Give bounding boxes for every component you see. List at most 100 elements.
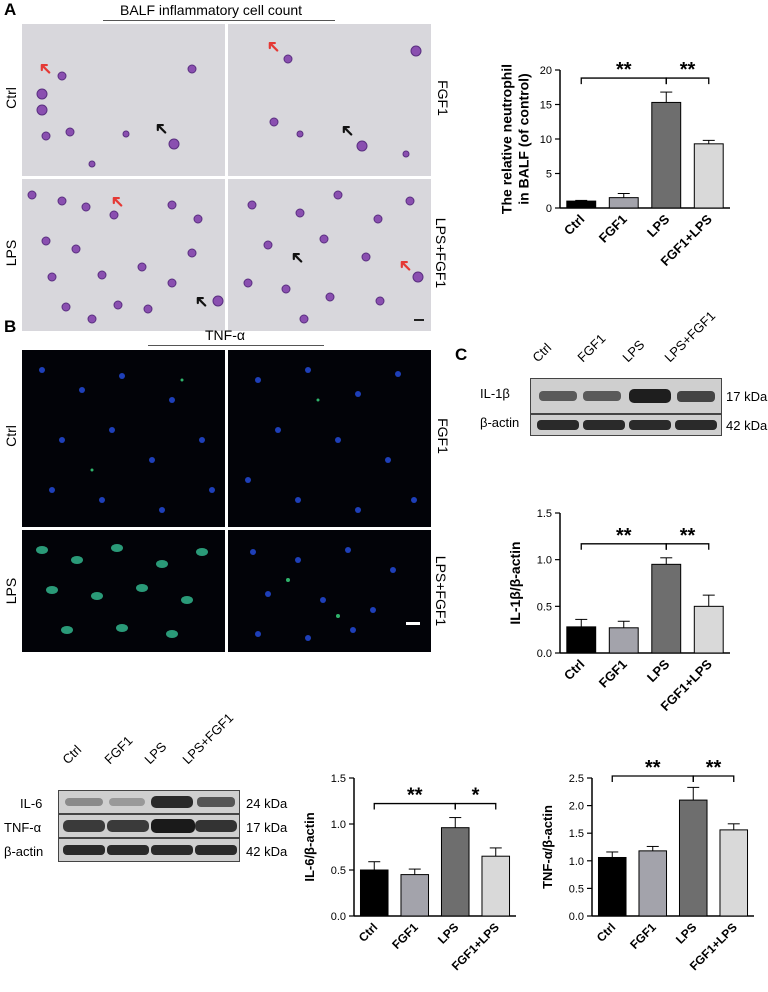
significance-label: ** — [616, 60, 632, 81]
significance-label: ** — [645, 760, 661, 779]
label-lps: LPS — [3, 577, 19, 605]
y-axis-label: The relative neutrophil — [499, 64, 515, 214]
lane-label: LPS — [619, 337, 648, 365]
blot-b-actin — [58, 838, 240, 862]
bar — [678, 799, 708, 917]
chart-neutrophil: 0 5 10 15 20 The relative neutrophil in BALF (… — [499, 60, 730, 269]
panel-a-header: BALF inflammatory cell count — [120, 2, 303, 18]
x-tick-label: Ctrl — [594, 920, 619, 945]
panel-label-c: C — [455, 345, 468, 364]
bar — [597, 856, 627, 917]
blot-size-label: 24 kDa — [246, 796, 288, 811]
x-tick-label: FGF1 — [596, 657, 630, 691]
blot-row-label: TNF-α — [4, 820, 42, 835]
bar — [608, 197, 639, 209]
bar — [481, 855, 511, 917]
fluor-fgf1 — [228, 350, 431, 527]
panel-a-header-line — [103, 20, 335, 21]
y-tick-label: 0.5 — [569, 883, 584, 895]
x-tick-label: LPS — [435, 920, 461, 946]
y-axis-label: IL-1β/β-actin — [507, 541, 523, 624]
fluor-ctrl — [22, 350, 225, 527]
lane-label: FGF1 — [574, 330, 609, 365]
y-tick-label: 1.0 — [569, 856, 584, 868]
y-tick-label: 5 — [546, 169, 552, 181]
lane-label: LPS+FGF1 — [661, 308, 719, 365]
panel-b-header-line — [148, 345, 324, 346]
panel-label-a: A — [4, 0, 17, 19]
x-tick-label: LPS — [644, 656, 673, 685]
y-axis-label: IL-6/β-actin — [302, 812, 317, 881]
bar — [566, 626, 597, 654]
x-tick-label: Ctrl — [561, 657, 587, 683]
blot-row-label: IL-1β — [480, 386, 510, 401]
scale-bar — [406, 622, 420, 625]
y-tick-label: 1.5 — [569, 828, 584, 840]
significance-bracket — [665, 543, 710, 550]
label-fgf1: FGF1 — [435, 80, 451, 116]
blot-size-label: 42 kDa — [246, 844, 288, 859]
significance-label: ** — [680, 525, 696, 547]
micro-lps-fgf1: ➜ ➜ — [228, 179, 431, 331]
y-tick-label: 1.5 — [537, 508, 552, 520]
panel-label-b: B — [4, 317, 17, 336]
scale-bar — [414, 319, 424, 321]
x-tick-label: Ctrl — [356, 920, 381, 945]
label-lps: LPS — [3, 239, 19, 267]
blot-il6 — [58, 790, 240, 814]
bar — [400, 874, 430, 917]
bar — [566, 200, 597, 209]
significance-label: * — [472, 785, 480, 807]
x-tick-label: FGF1 — [389, 920, 421, 952]
x-tick-label: LPS — [673, 920, 699, 946]
blot-row-label: β-actin — [4, 844, 44, 859]
fluor-lps — [22, 530, 225, 652]
y-tick-label: 1.0 — [331, 819, 346, 831]
x-tick-label: FGF1 — [596, 212, 630, 246]
blot-size-label: 42 kDa — [726, 418, 768, 433]
y-tick-label: 0.0 — [569, 911, 584, 923]
bar — [608, 627, 639, 654]
bar — [651, 563, 682, 654]
y-tick-label: 1.5 — [331, 773, 346, 785]
chart-tnfa: 0.0 0.5 1.0 1.5 2.0 2.5 TNF-α/β-actin Ctrl FGF1 L… — [540, 760, 754, 973]
y-tick-label: 0 — [546, 203, 552, 215]
y-tick-label: 0.0 — [331, 911, 346, 923]
blot-il1b — [530, 378, 722, 414]
y-tick-label: 10 — [540, 134, 552, 146]
significance-bracket — [454, 802, 497, 810]
label-lps-fgf1: LPS+FGF1 — [433, 217, 449, 289]
x-tick-label: LPS — [644, 211, 673, 240]
y-axis-label: in BALF (of control) — [516, 73, 532, 204]
y-tick-label: 0.5 — [331, 865, 346, 877]
micro-lps: ➜ ➜ — [22, 179, 225, 331]
micro-fgf1: ➜ ➜ — [228, 24, 431, 176]
lane-label: Ctrl — [529, 340, 555, 365]
y-tick-label: 15 — [540, 100, 552, 112]
bar — [638, 850, 668, 917]
fluor-lps-fgf1 — [228, 530, 431, 652]
blot-size-label: 17 kDa — [726, 389, 768, 404]
y-tick-label: 0.0 — [537, 648, 552, 660]
bar — [440, 827, 470, 917]
blot-b-actin — [530, 414, 722, 436]
x-tick-label: FGF1 — [627, 920, 659, 952]
blot-size-label: 17 kDa — [246, 820, 288, 835]
significance-bracket — [692, 775, 735, 782]
lane-label: LPS — [141, 739, 170, 767]
label-ctrl: Ctrl — [3, 87, 19, 109]
significance-label: ** — [680, 60, 696, 81]
significance-bracket — [665, 77, 710, 85]
y-tick-label: 0.5 — [537, 601, 552, 613]
label-fgf1: FGF1 — [435, 418, 451, 454]
x-tick-label: Ctrl — [561, 212, 587, 238]
significance-label: ** — [706, 760, 722, 779]
bar — [693, 605, 724, 654]
label-ctrl: Ctrl — [3, 425, 19, 447]
y-axis-label: TNF-α/β-actin — [540, 805, 555, 889]
significance-label: ** — [616, 525, 632, 547]
y-tick-label: 2.5 — [569, 773, 584, 785]
lane-label: Ctrl — [59, 742, 85, 767]
